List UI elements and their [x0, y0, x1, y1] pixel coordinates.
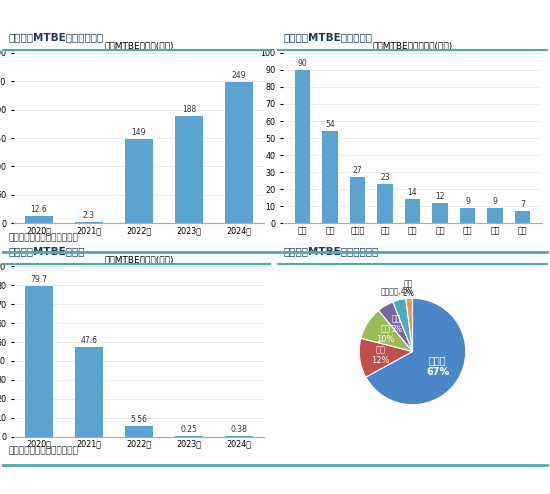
- Title: 中国MTBE出口量(万吨): 中国MTBE出口量(万吨): [104, 41, 174, 51]
- Text: 47.6: 47.6: [80, 335, 97, 344]
- Text: 5.56: 5.56: [130, 415, 147, 424]
- Text: 188: 188: [182, 105, 196, 115]
- Wedge shape: [366, 298, 466, 405]
- Text: 0.25: 0.25: [180, 425, 197, 434]
- Text: 图：中国MTBE进口量: 图：中国MTBE进口量: [8, 246, 85, 256]
- Text: 西亚
12%: 西亚 12%: [372, 346, 390, 365]
- Text: 图：国内MTBE主要出口地: 图：国内MTBE主要出口地: [283, 33, 372, 42]
- Bar: [75, 222, 103, 223]
- Bar: [487, 208, 503, 223]
- Text: 9: 9: [492, 197, 497, 206]
- Title: 国内MTBE主要出口地(万吨): 国内MTBE主要出口地(万吨): [372, 41, 453, 51]
- Text: 23: 23: [380, 173, 390, 182]
- Bar: [125, 426, 153, 437]
- Text: 资料来源：钗联、新湖研究所: 资料来源：钗联、新湖研究所: [8, 447, 78, 455]
- Wedge shape: [378, 302, 412, 352]
- Bar: [515, 211, 530, 223]
- Text: 7: 7: [520, 200, 525, 209]
- Text: 东南亚
67%: 东南亚 67%: [426, 356, 449, 377]
- Wedge shape: [393, 299, 412, 352]
- Bar: [225, 436, 252, 437]
- Wedge shape: [406, 298, 412, 352]
- Bar: [460, 208, 475, 223]
- Text: 90: 90: [298, 59, 307, 68]
- Bar: [432, 203, 448, 223]
- Text: 9: 9: [465, 197, 470, 206]
- Bar: [175, 117, 202, 223]
- Bar: [377, 184, 393, 223]
- Text: 0.38: 0.38: [230, 425, 248, 434]
- Text: 54: 54: [325, 120, 335, 129]
- Text: 2.3: 2.3: [83, 211, 95, 220]
- Text: 其他
2%: 其他 2%: [403, 279, 415, 305]
- Wedge shape: [361, 310, 412, 352]
- Text: 拉丁美洲,4%: 拉丁美洲,4%: [381, 286, 413, 306]
- Text: 东亚
5%: 东亚 5%: [390, 314, 402, 333]
- Text: 249: 249: [232, 71, 246, 80]
- Text: 14: 14: [408, 188, 417, 198]
- Bar: [125, 139, 153, 223]
- Bar: [225, 82, 252, 223]
- Text: 149: 149: [131, 127, 146, 137]
- Text: 欧盟
10%: 欧盟 10%: [376, 325, 395, 344]
- Wedge shape: [359, 338, 412, 377]
- Text: 图：中国MTBE出口流向占比: 图：中国MTBE出口流向占比: [283, 246, 378, 256]
- Title: 中国MTBE进口量(万吨): 中国MTBE进口量(万吨): [104, 255, 174, 264]
- Text: 12.6: 12.6: [30, 205, 47, 214]
- Bar: [405, 200, 420, 223]
- Bar: [25, 216, 53, 223]
- Bar: [350, 177, 365, 223]
- Text: 资料来源：钗联、新湖研究所: 资料来源：钗联、新湖研究所: [8, 233, 78, 242]
- Bar: [25, 286, 53, 437]
- Text: 27: 27: [353, 166, 362, 175]
- Text: 图：中国MTBE出口流向占比: 图：中国MTBE出口流向占比: [8, 33, 103, 42]
- Bar: [75, 347, 103, 437]
- Bar: [322, 131, 338, 223]
- Text: 12: 12: [435, 192, 445, 201]
- Text: 79.7: 79.7: [30, 275, 47, 284]
- Bar: [295, 70, 310, 223]
